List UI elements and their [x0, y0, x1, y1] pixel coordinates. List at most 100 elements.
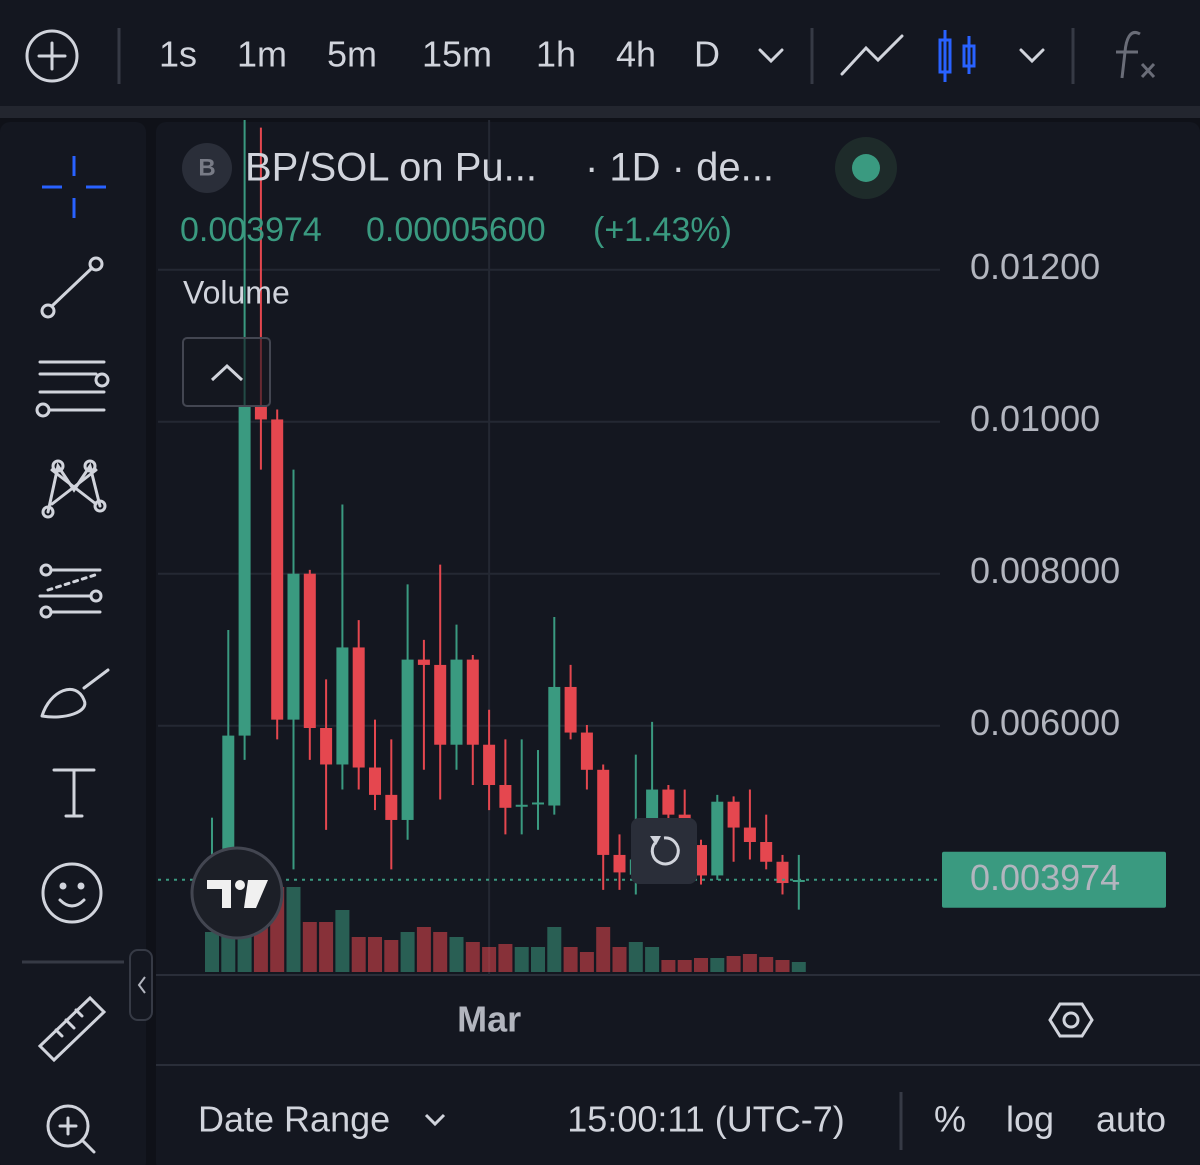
candle-body [532, 802, 544, 805]
volume-bar [596, 927, 611, 972]
candle-body [580, 732, 593, 770]
clock[interactable]: 15:00:11 (UTC-7) [567, 1099, 844, 1140]
auto-toggle[interactable]: auto [1096, 1099, 1166, 1140]
status-dot [852, 154, 880, 182]
crosshair-tool[interactable] [42, 156, 106, 218]
interval-group: 1s 1m 5m 15m 1h 4h D [159, 34, 720, 75]
symbol-name[interactable]: BP/SOL on Pu... [245, 146, 537, 190]
volume-bar [368, 937, 382, 972]
volume-bar [449, 937, 464, 972]
volume-bar [498, 944, 513, 972]
ruler-tool[interactable] [37, 995, 107, 1063]
volume-bar [384, 940, 399, 972]
x-tick-label: Mar [457, 999, 521, 1040]
y-tick-label: 0.01000 [970, 398, 1100, 439]
candle-body [727, 801, 740, 828]
candle-chart-button[interactable] [938, 30, 976, 82]
zoom-tool[interactable] [46, 1104, 96, 1154]
candle-body [385, 794, 398, 820]
candle-body [238, 405, 251, 736]
last-price-badge [942, 851, 1166, 908]
symbol-icon [182, 143, 232, 193]
text-tool[interactable] [52, 768, 96, 818]
volume-bar [286, 887, 301, 972]
candle-body [287, 573, 300, 720]
candle-body [776, 861, 789, 884]
interval-button[interactable]: 5m [327, 34, 377, 75]
volume-bar [645, 947, 660, 972]
candle-body [695, 845, 707, 876]
last-price-label: 0.003974 [970, 857, 1120, 898]
volume-bar [677, 960, 692, 972]
settings-button[interactable] [1048, 1002, 1094, 1038]
trend-line-tool[interactable] [40, 256, 104, 319]
time-axis: Mar [457, 999, 521, 1040]
candle-body [662, 789, 675, 815]
candle-body [352, 647, 365, 768]
brush-tool[interactable] [40, 668, 110, 719]
volume-bar [514, 947, 529, 972]
interval-button[interactable]: D [694, 34, 720, 75]
symbol-interval: · 1D · de... [585, 146, 774, 190]
drawing-toolbar [0, 122, 146, 1165]
candle-body [336, 647, 349, 765]
volume-bar [694, 958, 708, 972]
symbol-icon-letter: B [198, 154, 215, 181]
volume-bar [710, 958, 725, 972]
date-range-button[interactable]: Date Range [198, 1099, 390, 1140]
toolbar-divider [0, 106, 1200, 118]
candle-body [760, 842, 773, 862]
candle-body [222, 735, 235, 860]
log-toggle[interactable]: log [1006, 1099, 1054, 1140]
tradingview-logo[interactable] [190, 846, 284, 940]
interval-button[interactable]: 4h [616, 34, 656, 75]
candle-body [499, 785, 512, 808]
date-range-dropdown [424, 1113, 446, 1127]
pattern-tool[interactable] [41, 459, 107, 519]
volume-bar [726, 956, 741, 972]
volume-bar [400, 932, 415, 972]
volume-bar [335, 910, 350, 972]
interval-button[interactable]: 1s [159, 34, 197, 75]
candle-body [369, 767, 381, 795]
price-change-percent: (+1.43%) [593, 211, 732, 249]
interval-button[interactable]: 15m [422, 34, 492, 75]
candle-body [450, 659, 463, 745]
volume-bar [579, 952, 594, 972]
line-chart-button[interactable] [840, 34, 904, 76]
volume-bar [612, 947, 627, 972]
collapse-legend-button[interactable] [182, 337, 271, 407]
indicators-button[interactable] [1116, 31, 1156, 79]
horizontal-lines-tool[interactable] [35, 360, 110, 418]
emoji-tool[interactable] [41, 862, 103, 924]
interval-button[interactable]: 1m [237, 34, 287, 75]
volume-bar [465, 942, 480, 972]
top-toolbar [0, 0, 1200, 106]
volume-bar [302, 922, 317, 972]
volume-label: Volume [183, 274, 290, 310]
y-tick-label: 0.01200 [970, 246, 1100, 287]
volume-bar [319, 922, 334, 972]
collapse-toolbar[interactable] [129, 949, 153, 1021]
candle-body [483, 744, 496, 785]
candle-body [597, 769, 610, 855]
interval-button[interactable]: 1h [536, 34, 576, 75]
price-change: 0.00005600 [366, 211, 546, 249]
candle-body [271, 419, 284, 720]
fib-tool[interactable] [38, 563, 103, 619]
volume-bar [433, 932, 448, 972]
candle-body [792, 880, 805, 882]
reset-button[interactable] [631, 818, 697, 884]
interval-dropdown[interactable] [758, 48, 784, 64]
chart-type-dropdown[interactable] [1019, 48, 1045, 64]
candle-body [417, 659, 430, 665]
volume-bar [547, 927, 562, 972]
candle-body [711, 801, 724, 876]
percent-toggle[interactable]: % [934, 1099, 966, 1140]
volume-bar [531, 947, 545, 972]
volume-bar [351, 937, 366, 972]
chart-panel [156, 122, 1200, 1165]
volume-bar [791, 962, 806, 972]
candle-body [743, 827, 756, 842]
add-button[interactable] [25, 29, 79, 83]
